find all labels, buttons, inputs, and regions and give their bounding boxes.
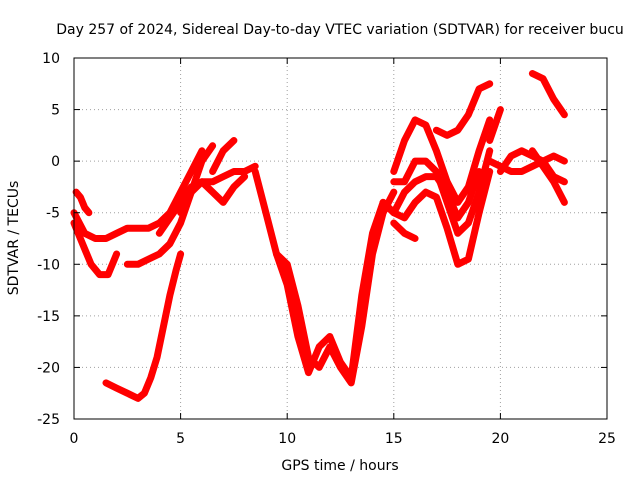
- series-line-s8: [209, 137, 238, 175]
- series-line-s6: [155, 162, 259, 237]
- x-tick-label: 20: [491, 431, 509, 447]
- y-tick-label: 5: [51, 103, 60, 119]
- x-tick-label: 0: [70, 431, 79, 447]
- y-tick-label: -20: [37, 360, 60, 376]
- y-tick-label: -10: [37, 257, 60, 273]
- series-line-s10: [273, 188, 398, 387]
- series-line-s15: [390, 219, 419, 242]
- y-axis-label: SDTVAR / TECUs: [6, 181, 22, 296]
- chart-title: Day 257 of 2024, Sidereal Day-to-day VTE…: [56, 22, 624, 38]
- axis-ticks: 0 5 10 15 20 25 -25 -20 -15 -10 -5 0 5 10: [37, 51, 616, 447]
- series-line-s5: [123, 142, 217, 268]
- series-line-s3: [72, 188, 93, 217]
- x-tick-label: 5: [176, 431, 185, 447]
- series-line-s16: [432, 80, 494, 139]
- y-tick-label: -25: [37, 412, 60, 428]
- y-tick-label: -5: [46, 206, 60, 222]
- plot-frame: [73, 57, 608, 420]
- y-tick-label: 10: [42, 51, 60, 67]
- x-axis-label: GPS time / hours: [281, 458, 398, 474]
- x-tick-label: 25: [598, 431, 616, 447]
- series-line-s7: [177, 173, 249, 217]
- series-line-s1: [70, 147, 206, 242]
- series-line-s4: [102, 250, 185, 402]
- series-line-s20: [528, 70, 568, 119]
- series-line-s14: [379, 168, 483, 222]
- x-tick-label: 10: [278, 431, 296, 447]
- x-tick-label: 15: [385, 431, 403, 447]
- series-line-s11: [379, 168, 494, 268]
- y-tick-label: 0: [51, 154, 60, 170]
- series-line-s19: [528, 147, 568, 206]
- series-layer: [70, 70, 568, 402]
- series-line-s13: [390, 116, 494, 206]
- y-tick-label: -15: [37, 309, 60, 325]
- series-line-s9: [251, 168, 387, 382]
- series-line-s21: [486, 106, 504, 144]
- series-line-s2: [70, 219, 121, 279]
